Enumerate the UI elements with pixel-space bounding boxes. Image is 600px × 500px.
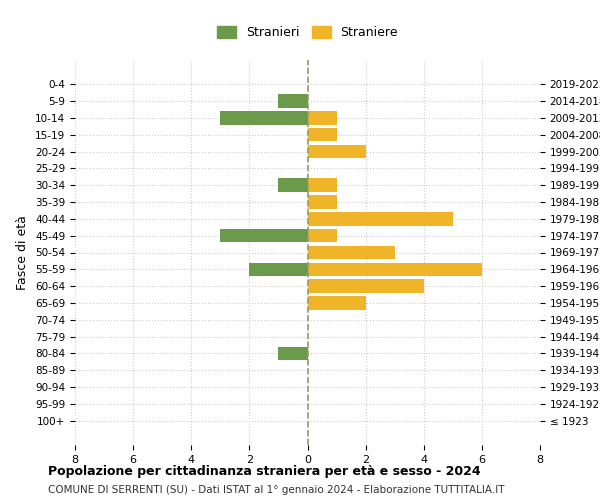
Y-axis label: Fasce di età: Fasce di età [16,215,29,290]
Legend: Stranieri, Straniere: Stranieri, Straniere [211,20,404,46]
Bar [220,229,308,242]
Bar [308,212,453,226]
Bar [308,246,395,259]
Bar [308,296,365,310]
Bar [308,111,337,124]
Text: Popolazione per cittadinanza straniera per età e sesso - 2024: Popolazione per cittadinanza straniera p… [48,465,481,478]
Bar [308,280,424,293]
Bar [278,178,308,192]
Text: COMUNE DI SERRENTI (SU) - Dati ISTAT al 1° gennaio 2024 - Elaborazione TUTTITALI: COMUNE DI SERRENTI (SU) - Dati ISTAT al … [48,485,505,495]
Bar [308,262,482,276]
Bar [278,346,308,360]
Bar [308,178,337,192]
Bar [308,229,337,242]
Bar [308,128,337,141]
Bar [220,111,308,124]
Bar [308,145,365,158]
Bar [278,94,308,108]
Bar [308,196,337,209]
Bar [250,262,308,276]
